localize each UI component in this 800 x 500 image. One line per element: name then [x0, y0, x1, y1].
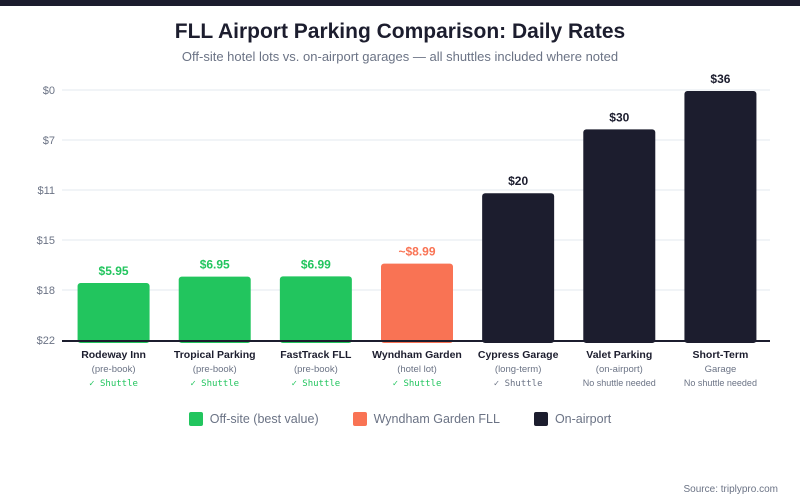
y-tick-label: $7 [43, 135, 55, 147]
bar [381, 263, 453, 343]
legend-item-onairport: On-airport [533, 412, 612, 426]
y-tick-label: $22 [37, 335, 55, 347]
y-tick-label: $11 [37, 185, 55, 197]
no-shuttle-note: No shuttle needed [583, 378, 656, 388]
legend-swatch-wyndham [352, 412, 367, 426]
x-sublabel: (pre-book) [294, 364, 338, 375]
bar [279, 276, 352, 343]
bar-chart: $0 $7 $11 $15 $18 $22 $5.95 Rodeway Inn (pre-boo… [37, 72, 770, 389]
source-note: Source: triplypro.com [683, 484, 778, 495]
x-sublabel: Garage [705, 364, 737, 375]
shuttle-note: ✓ Shuttle [393, 379, 442, 389]
bar [583, 129, 656, 343]
shuttle-note: ✓ Shuttle [291, 379, 340, 389]
x-tick-label: Short-Term [693, 349, 749, 361]
data-label: $6.95 [200, 258, 230, 272]
data-label: ~$8.99 [398, 245, 435, 259]
legend-label-onairport: On-airport [554, 412, 612, 426]
x-sublabel: (hotel lot) [397, 364, 437, 375]
x-sublabel: (pre-book) [92, 364, 136, 375]
x-sublabel: (long-term) [495, 364, 541, 375]
data-label: $36 [710, 72, 730, 86]
y-tick-label: $0 [43, 85, 55, 97]
x-sublabel: (pre-book) [193, 364, 237, 375]
shuttle-note: ✓ Shuttle [494, 379, 543, 389]
x-tick-label: Tropical Parking [174, 349, 256, 361]
bar [77, 282, 150, 343]
x-tick-label: Rodeway Inn [81, 349, 146, 361]
bar [178, 276, 251, 343]
top-accent-bar [0, 0, 800, 6]
legend-swatch-offsite [188, 412, 203, 426]
bar [684, 91, 757, 343]
shuttle-note: ✓ Shuttle [190, 379, 239, 389]
data-label: $5.95 [99, 264, 129, 278]
x-sublabel: (on-airport) [596, 364, 643, 375]
shuttle-note: ✓ Shuttle [89, 379, 138, 389]
legend-swatch-onairport [533, 412, 548, 426]
data-label: $30 [609, 110, 629, 124]
legend: Off-site (best value) Wyndham Garden FLL… [0, 412, 800, 426]
data-label: $20 [508, 174, 528, 188]
chart-subtitle: Off-site hotel lots vs. on-airport garag… [181, 49, 619, 64]
x-tick-label: Cypress Garage [478, 349, 559, 361]
no-shuttle-note: No shuttle needed [684, 378, 757, 388]
y-tick-label: $18 [37, 285, 55, 297]
legend-item-offsite: Off-site (best value) [188, 412, 319, 426]
legend-label-offsite: Off-site (best value) [209, 412, 319, 426]
legend-item-wyndham: Wyndham Garden FLL [352, 412, 500, 426]
chart-title: FLL Airport Parking Comparison: Daily Ra… [174, 20, 626, 43]
legend-label-wyndham: Wyndham Garden FLL [373, 412, 500, 426]
x-tick-label: Wyndham Garden [372, 349, 462, 361]
x-tick-label: FastTrack FLL [280, 349, 352, 361]
bar [482, 193, 555, 343]
y-tick-label: $15 [37, 235, 55, 247]
x-tick-label: Valet Parking [586, 349, 652, 361]
data-label: $6.99 [301, 257, 331, 271]
